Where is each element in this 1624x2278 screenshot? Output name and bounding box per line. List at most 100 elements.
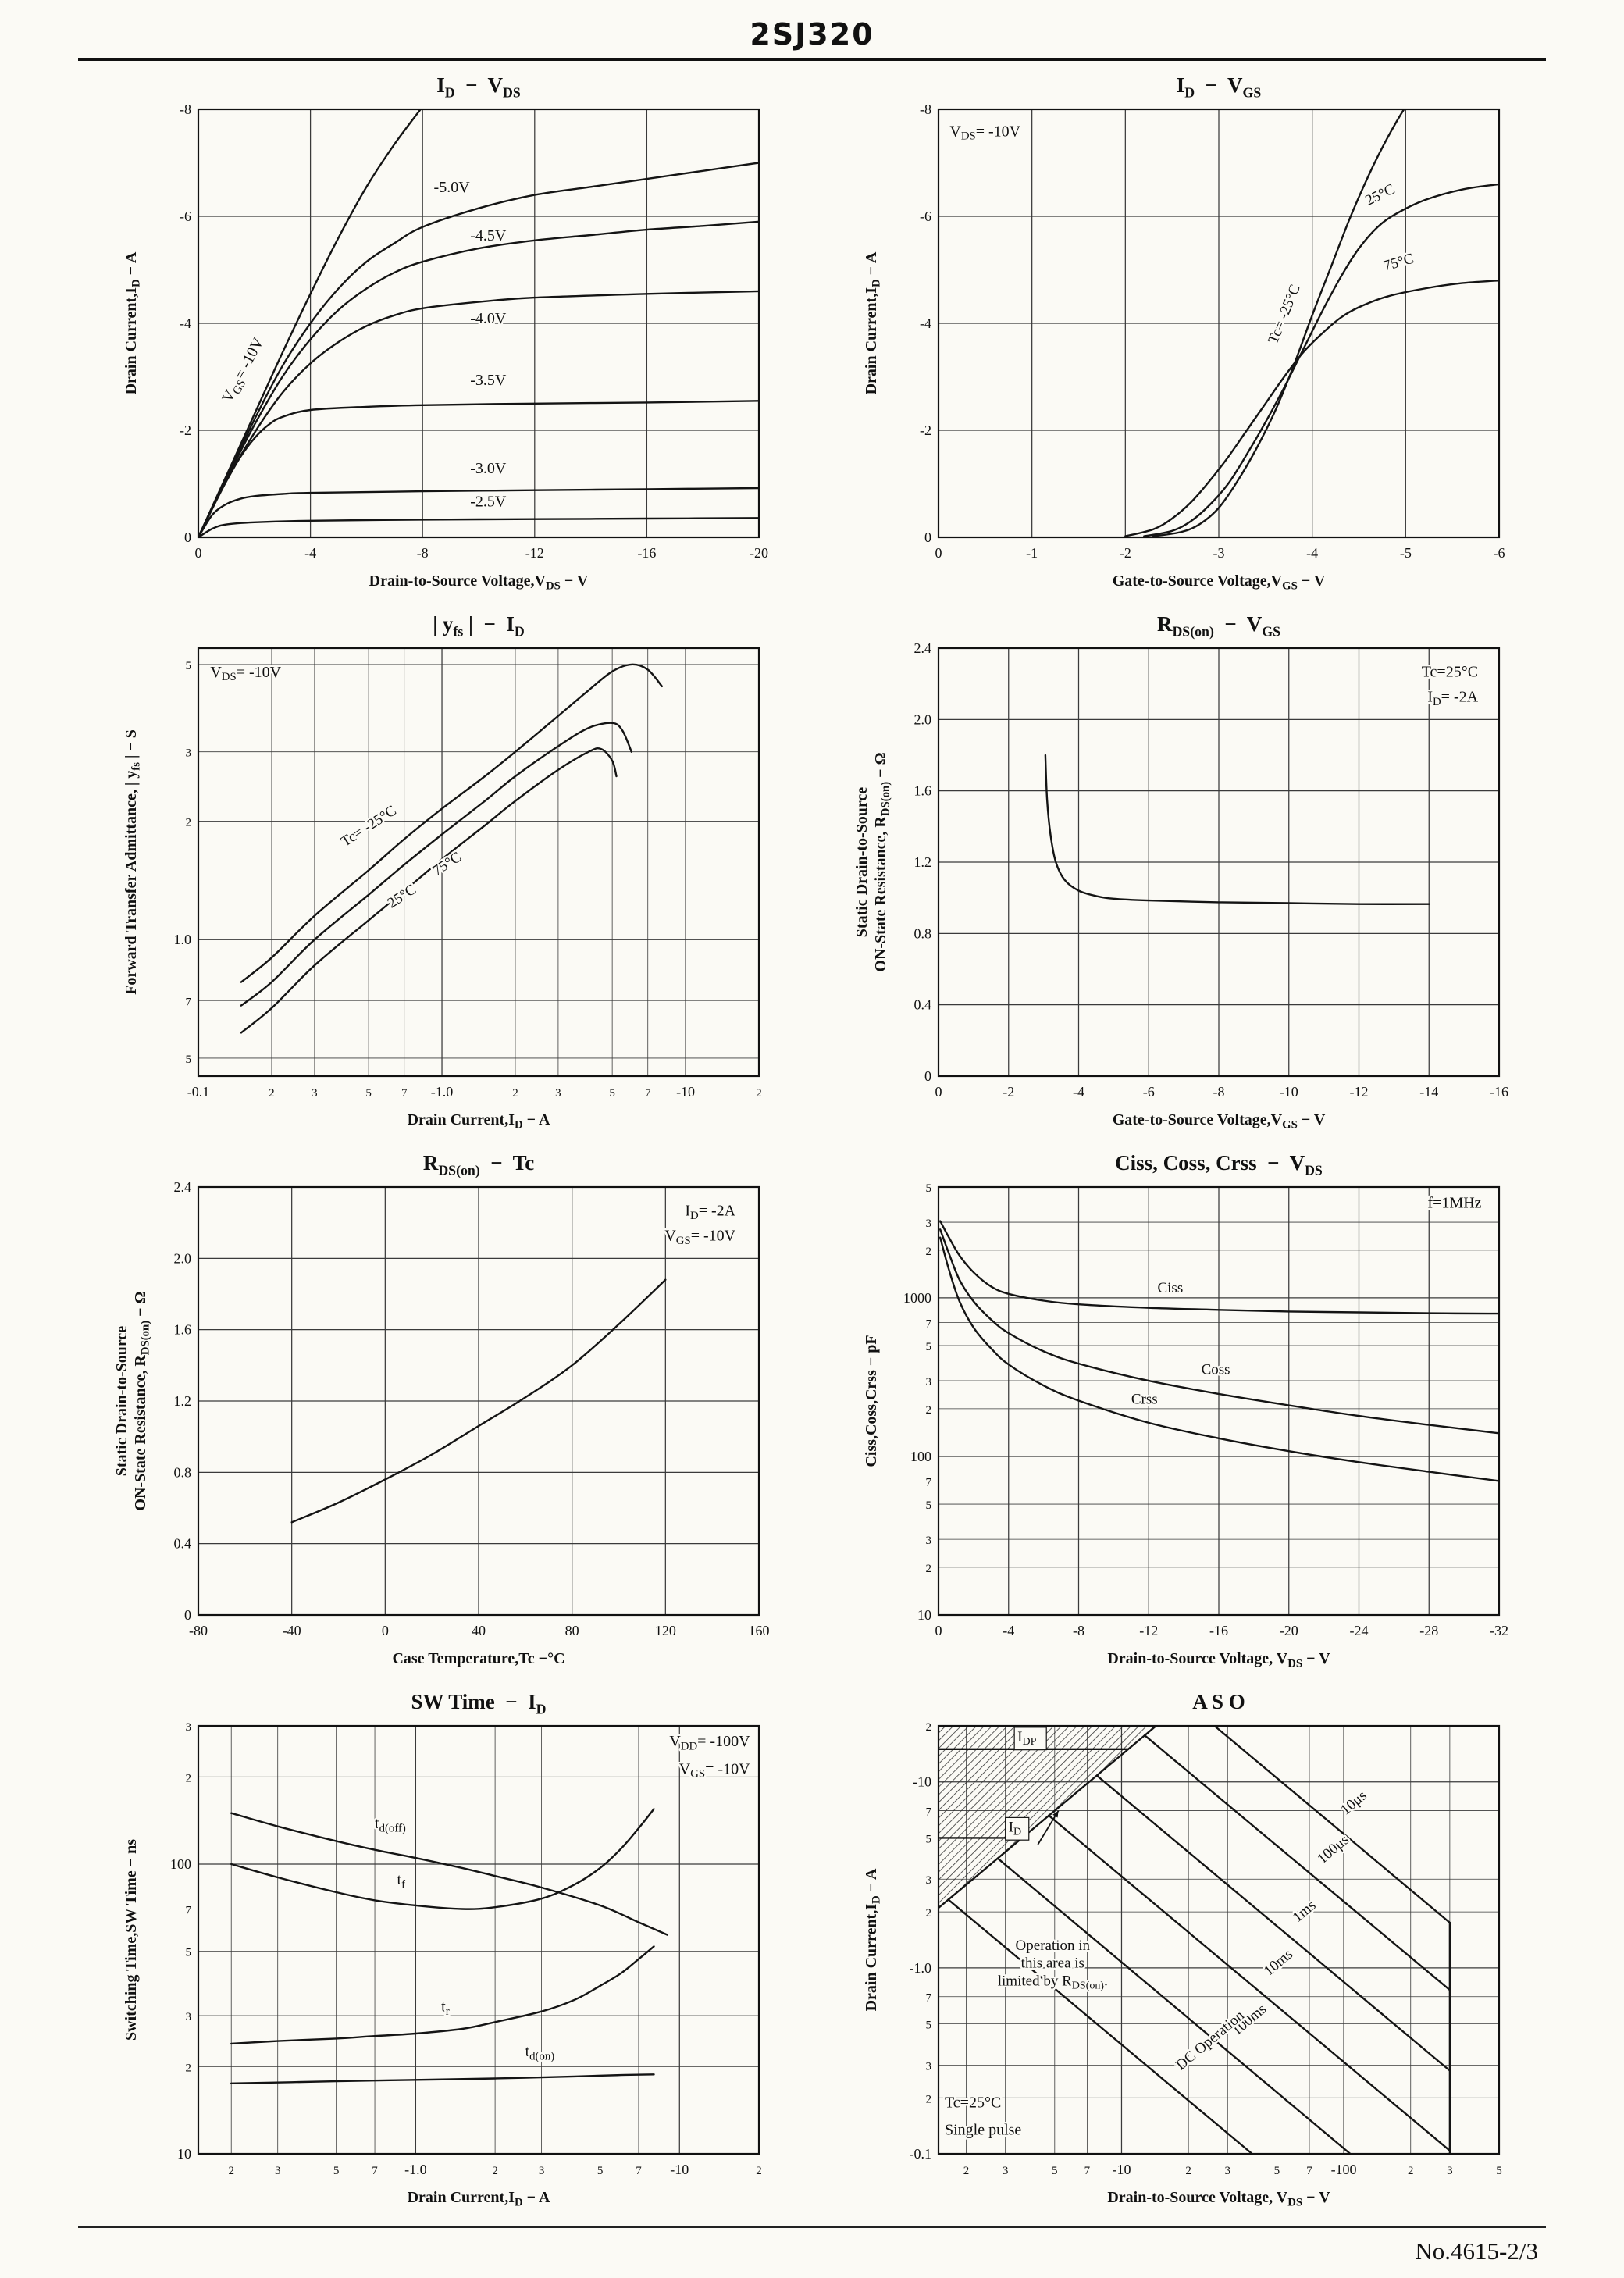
annotation: -2.5V [470, 493, 507, 510]
series-rdson [1044, 754, 1430, 905]
annotation: Ciss [1157, 1280, 1183, 1296]
series-vgs-3.0v [198, 487, 759, 537]
svg-text:100: 100 [170, 1856, 191, 1872]
svg-text:7: 7 [645, 1087, 651, 1100]
annotation: ID [1009, 1819, 1021, 1838]
svg-text:5: 5 [186, 660, 192, 672]
svg-text:2: 2 [926, 1246, 932, 1258]
svg-text:3: 3 [275, 2165, 281, 2177]
series-rdson-limit [938, 1726, 1157, 1909]
svg-text:-5: -5 [1400, 545, 1412, 561]
chart-swtime-id: SW Time − ID 2 3 5 7 -1.0 2 3 5 7 -10 2 10 2 3 5 7 100 2 3 D… [106, 1688, 778, 2224]
svg-text:5: 5 [926, 1182, 932, 1195]
series-pulse-10ms [1048, 1814, 1451, 2152]
plot-border [197, 108, 760, 539]
chart-canvas-rds-tc: -80 -40 0 40 80 120 160 0 0.4 0.8 1.2 1.6 2.0 2.4 Case… [113, 1179, 770, 1667]
y-axis-title: Forward Transfer Admittance, | yfs | − S [123, 729, 142, 995]
svg-text:3: 3 [539, 2165, 545, 2177]
series-pulse-100ms [996, 1857, 1352, 2154]
svg-text:5: 5 [926, 1499, 932, 1512]
plot-border [197, 1185, 760, 1617]
chart-rds-vgs: RDS(on) − VGS 0 -2 -4 -6 -8 -10 -12 -14 -16 0 0.4 0.… [846, 611, 1518, 1146]
svg-text:-2: -2 [1003, 1084, 1014, 1100]
chart-yfs-id: | yfs | − ID -0.1 2 3 5 7 -1.0 2 3 5 7 -10 2 5 7 1.0 2 3 5… [106, 611, 778, 1146]
series-tc-25 [1143, 183, 1499, 537]
annotations: f=1MHz Ciss Coss Crss [1129, 1192, 1483, 1410]
plot-border [197, 1724, 760, 2155]
annotation: VGS= -10V [664, 1228, 735, 1247]
svg-text:5: 5 [926, 2020, 932, 2032]
annotation: VDD= -100V [669, 1733, 750, 1752]
svg-text:7: 7 [926, 1476, 932, 1488]
svg-text:5: 5 [1496, 2165, 1502, 2177]
series [290, 1278, 667, 1524]
annotation: ID= -2A [685, 1203, 735, 1222]
svg-text:3: 3 [1003, 2165, 1009, 2177]
svg-text:-1.0: -1.0 [431, 1084, 454, 1100]
x-axis-title: Case Temperature,Tc −°C [392, 1650, 564, 1667]
svg-text:0: 0 [924, 529, 931, 545]
svg-text:0: 0 [195, 545, 202, 561]
tick-labels: -80 -40 0 40 80 120 160 0 0.4 0.8 1.2 1.6 2.0 2.4 [174, 1179, 770, 1638]
svg-text:5: 5 [609, 1087, 615, 1100]
part-number: 2SJ320 [750, 17, 874, 52]
svg-text:0: 0 [935, 1084, 942, 1100]
svg-text:-4: -4 [1003, 1623, 1014, 1638]
series-vgs-10v [198, 109, 422, 537]
annotations: VDD= -100V VGS= -10V td(off) tf tr td(on) [373, 1731, 753, 2065]
svg-text:-16: -16 [1209, 1623, 1228, 1638]
svg-text:2: 2 [963, 2165, 970, 2177]
svg-text:2: 2 [756, 2165, 762, 2177]
annotation: td(off) [375, 1815, 406, 1834]
tick-labels: 0 -4 -8 -12 -16 -20 0 -2 -4 -6 -8 [180, 102, 768, 561]
svg-text:10: 10 [177, 2146, 191, 2162]
series-vgs-4.0v [198, 290, 759, 537]
series-tc-75 [240, 747, 618, 1034]
annotation: this area is [1021, 1955, 1084, 1972]
annotation: Tc=25°C [945, 2094, 1001, 2111]
svg-text:7: 7 [926, 1806, 932, 1819]
series-tc-75 [1124, 280, 1499, 537]
svg-text:-8: -8 [180, 102, 191, 117]
page-footer: No.4615-2/3 [0, 2226, 1624, 2266]
annotation: tf [397, 1871, 406, 1891]
svg-text:5: 5 [926, 1833, 932, 1845]
svg-text:0: 0 [184, 1607, 191, 1623]
series-tr [230, 1945, 655, 2045]
svg-text:1.6: 1.6 [914, 783, 932, 799]
y-axis-title: Drain Current,ID − A [863, 251, 882, 394]
annotation: 10μs [1337, 1788, 1370, 1819]
svg-text:0: 0 [382, 1623, 389, 1638]
svg-text:2: 2 [756, 1087, 762, 1100]
svg-text:2: 2 [186, 1772, 192, 1784]
svg-text:-28: -28 [1419, 1623, 1438, 1638]
chart-id-vgs: ID − VGS 0 -1 -2 -3 -4 -5 -6 0 -2 -4 -6 -8 Gate-to-So… [846, 72, 1518, 608]
x-axis-title: Drain-to-Source Voltage, VDS − V [1107, 1650, 1330, 1670]
annotation: Single pulse [945, 2121, 1021, 2138]
annotation: IDP [1017, 1729, 1036, 1748]
annotation: ID= -2A [1427, 689, 1478, 708]
series-vgs-5.0v [198, 162, 759, 537]
x-axis-title: Drain Current,ID − A [408, 1111, 550, 1131]
svg-text:-20: -20 [750, 545, 768, 561]
annotation: td(on) [525, 2043, 555, 2062]
tick-labels: 0 -4 -8 -12 -16 -20 -24 -28 -32 10 2 3 5 7 100 2 3 5 7 1000… [903, 1182, 1508, 1638]
annotation: 25°C [385, 881, 419, 911]
svg-text:-1: -1 [1026, 545, 1038, 561]
svg-text:5: 5 [597, 2165, 604, 2177]
series-tf [230, 1808, 655, 1910]
series [1044, 754, 1430, 905]
chart-title: ID − VDS [436, 73, 521, 101]
svg-text:3: 3 [926, 1535, 932, 1547]
chart-canvas-rds-vgs: 0 -2 -4 -6 -8 -10 -12 -14 -16 0 0.4 0.8 1.2 1.6 2.0 2.4… [853, 640, 1508, 1131]
svg-text:7: 7 [926, 1992, 932, 2005]
chart-title: Ciss, Coss, Crss − VDS [1115, 1151, 1323, 1178]
chart-id-vds: ID − VDS 0 -4 -8 -12 -16 -20 0 -2 -4 -6 -8 Drain-to-… [106, 72, 778, 608]
svg-text:3: 3 [186, 2011, 192, 2023]
y-axis-title: Static Drain-to-Source [113, 1326, 130, 1476]
svg-text:-3: -3 [1213, 545, 1225, 561]
annotation: f=1MHz [1428, 1195, 1482, 1212]
annotation: DC Operation [1173, 2007, 1248, 2073]
svg-text:3: 3 [1225, 2165, 1231, 2177]
svg-text:120: 120 [655, 1623, 676, 1638]
